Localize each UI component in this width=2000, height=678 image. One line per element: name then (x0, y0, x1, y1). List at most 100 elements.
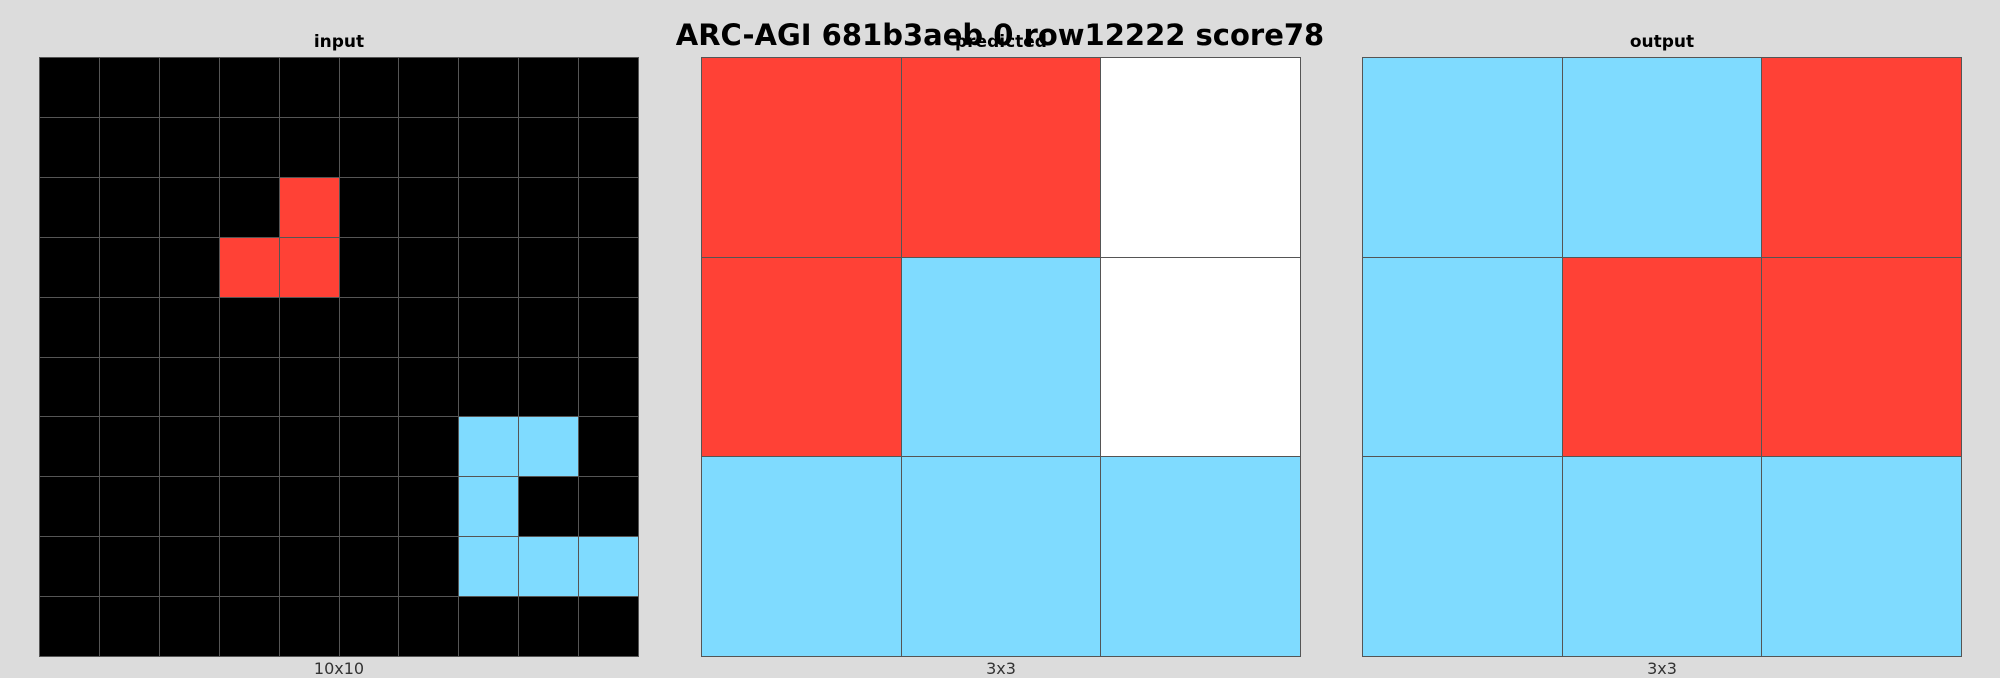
grid-cell (159, 537, 219, 597)
output-dims-label: 3x3 (1647, 659, 1677, 678)
grid-cell (339, 117, 399, 177)
input-grid (39, 57, 639, 657)
grid-cell (99, 537, 159, 597)
grid-cell (219, 297, 279, 357)
grid-cell (40, 117, 99, 177)
grid-cell (702, 257, 901, 457)
grid-cell (219, 417, 279, 477)
grid-cell (339, 537, 399, 597)
predicted-dims-label: 3x3 (986, 659, 1016, 678)
grid-cell (1562, 58, 1762, 257)
grid-cell (159, 117, 219, 177)
predicted-grid (701, 57, 1301, 657)
grid-cell (1101, 457, 1300, 656)
grid-cell (1101, 257, 1300, 457)
grid-cell (159, 297, 219, 357)
grid-cell (579, 597, 638, 656)
grid-cell (219, 357, 279, 417)
grid-cell (399, 537, 459, 597)
grid-cell (279, 597, 339, 656)
grid-cell (579, 177, 638, 237)
grid-cell (339, 597, 399, 656)
grid-cell (459, 477, 519, 537)
grid-cell (459, 117, 519, 177)
grid-cell (339, 417, 399, 477)
grid-cell (159, 477, 219, 537)
grid-cell (579, 237, 638, 297)
grid-cell (399, 477, 459, 537)
grid-cell (219, 177, 279, 237)
grid-cell (1101, 58, 1300, 257)
grid-cell (99, 597, 159, 656)
grid-cell (519, 177, 579, 237)
grid-cell (459, 537, 519, 597)
grid-cell (159, 58, 219, 117)
grid-cell (219, 537, 279, 597)
figure-title: ARC-AGI 681b3aeb 0 row12222 score78 (675, 18, 1325, 52)
output-panel-title: output (1629, 32, 1695, 52)
grid-cell (519, 537, 579, 597)
grid-cell (339, 177, 399, 237)
grid-cell (519, 117, 579, 177)
grid-cell (279, 417, 339, 477)
grid-cell (579, 477, 638, 537)
grid-cell (99, 177, 159, 237)
grid-cell (519, 237, 579, 297)
grid-cell (1562, 257, 1762, 457)
grid-cell (579, 537, 638, 597)
grid-cell (219, 597, 279, 656)
grid-cell (40, 537, 99, 597)
grid-cell (219, 237, 279, 297)
grid-cell (1762, 457, 1961, 656)
grid-cell (1363, 457, 1562, 656)
grid-cell (1562, 457, 1762, 656)
grid-cell (399, 177, 459, 237)
grid-cell (519, 477, 579, 537)
grid-cell (99, 417, 159, 477)
grid-cell (40, 417, 99, 477)
grid-cell (579, 58, 638, 117)
grid-cell (339, 58, 399, 117)
grid-cell (459, 417, 519, 477)
grid-cell (219, 117, 279, 177)
grid-cell (40, 357, 99, 417)
grid-cell (339, 477, 399, 537)
grid-cell (279, 117, 339, 177)
grid-cell (219, 477, 279, 537)
grid-cell (279, 357, 339, 417)
grid-cell (279, 477, 339, 537)
grid-cell (279, 297, 339, 357)
grid-cell (459, 58, 519, 117)
grid-cell (519, 58, 579, 117)
grid-cell (99, 477, 159, 537)
grid-cell (519, 417, 579, 477)
grid-cell (40, 477, 99, 537)
grid-cell (159, 177, 219, 237)
grid-cell (459, 357, 519, 417)
grid-cell (399, 237, 459, 297)
grid-cell (40, 597, 99, 656)
grid-cell (99, 357, 159, 417)
grid-cell (399, 357, 459, 417)
grid-cell (159, 357, 219, 417)
grid-cell (279, 58, 339, 117)
grid-cell (579, 357, 638, 417)
input-panel-title: input (313, 32, 365, 52)
grid-cell (519, 357, 579, 417)
grid-cell (159, 417, 219, 477)
grid-cell (279, 537, 339, 597)
grid-cell (99, 297, 159, 357)
grid-cell (901, 58, 1101, 257)
grid-cell (579, 297, 638, 357)
grid-cell (399, 597, 459, 656)
grid-cell (279, 237, 339, 297)
grid-cell (1363, 58, 1562, 257)
grid-cell (40, 237, 99, 297)
grid-cell (339, 357, 399, 417)
grid-cell (99, 58, 159, 117)
grid-cell (1762, 257, 1961, 457)
grid-cell (99, 117, 159, 177)
grid-cell (702, 58, 901, 257)
grid-cell (1363, 257, 1562, 457)
grid-cell (519, 297, 579, 357)
